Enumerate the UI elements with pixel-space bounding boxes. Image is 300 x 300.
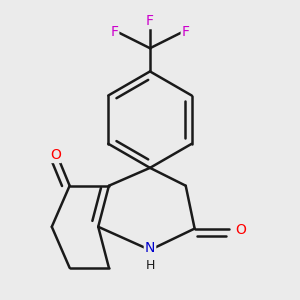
- Text: O: O: [236, 223, 247, 237]
- Text: F: F: [146, 14, 154, 28]
- Text: N: N: [145, 241, 155, 255]
- Text: H: H: [145, 259, 155, 272]
- Text: F: F: [110, 25, 118, 39]
- Text: F: F: [182, 25, 190, 39]
- Text: O: O: [50, 148, 61, 162]
